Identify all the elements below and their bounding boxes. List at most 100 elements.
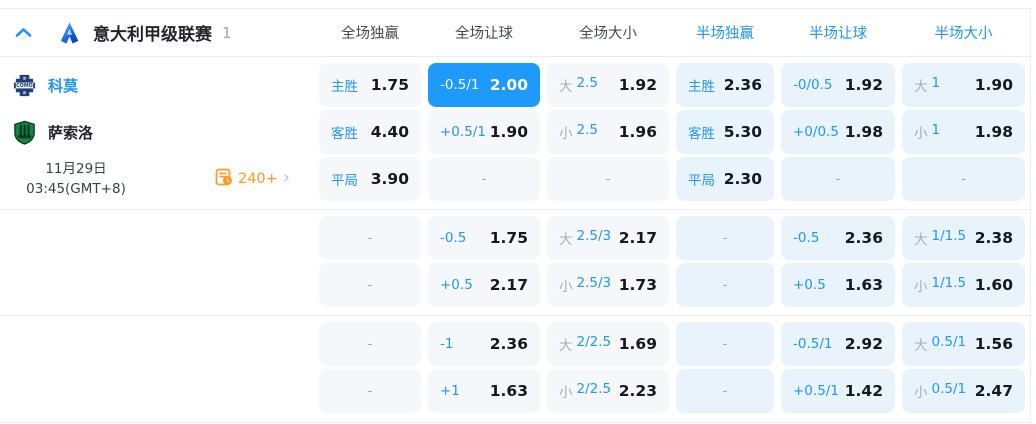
column-header-ht-overunder: 半场大小: [934, 26, 993, 42]
league-odds-panel: 意大利甲级联赛 1 全场独赢 全场让球 全场大小 半场独赢 半场让球 半场大小 …: [0, 8, 1031, 423]
odds-history-icon: [215, 168, 233, 190]
odds-cell[interactable]: +1 1.63: [428, 369, 540, 413]
odds-label-part: 0.5/1: [931, 334, 967, 350]
odds-cell[interactable]: 平局 3.90: [319, 157, 421, 201]
match-info-cell: 11月29日 03:45(GMT+8) 240+ ›: [0, 157, 312, 201]
odds-value: 1.42: [844, 382, 883, 400]
match-count: 1: [222, 23, 232, 42]
odds-cell-empty: -: [319, 369, 421, 413]
odds-cell[interactable]: 小 2.5 1.96: [547, 110, 669, 154]
odds-cell[interactable]: 大 1/1.5 2.38: [902, 216, 1025, 260]
odds-label: +0.5/1: [793, 383, 839, 399]
odds-cell[interactable]: 主胜 2.36: [676, 63, 774, 107]
odds-label-part: +0/0.5: [793, 124, 839, 140]
empty-left-cell: [0, 263, 312, 307]
no-odds-dash: -: [835, 171, 841, 187]
odds-label: 大 0.5/1: [914, 334, 966, 354]
empty-left-cell: [0, 216, 312, 260]
chevron-up-icon[interactable]: [15, 27, 32, 38]
odds-cell[interactable]: -0/0.5 1.92: [781, 63, 895, 107]
odds-label: -0/0.5: [793, 77, 832, 93]
odds-label-part: -0.5/1: [440, 77, 480, 93]
odds-label: 主胜: [688, 75, 715, 95]
odds-cell[interactable]: -0.5 1.75: [428, 216, 540, 260]
odds-label-part: -0.5: [440, 230, 467, 246]
home-team-name: 科莫: [48, 76, 79, 95]
odds-cell[interactable]: +0.5/1 1.42: [781, 369, 895, 413]
odds-cell[interactable]: +0.5 1.63: [781, 263, 895, 307]
odds-value: 2.23: [618, 382, 657, 400]
odds-label: -0.5/1: [440, 77, 479, 93]
odds-section: - -0.5 1.75 大 2.5/3 2.17- -0.5 2.36 大 1/1.5 2.38- +…: [0, 209, 1030, 315]
odds-cell[interactable]: 平局 2.30: [676, 157, 774, 201]
odds-cell[interactable]: 大 2.5 1.92: [547, 63, 669, 107]
odds-section: COMO 科莫 主胜 1.75 -0.5/1 2.00 大 2.5 1.92 主胜 2.36 -0/0…: [0, 57, 1030, 209]
odds-label-part: 主胜: [331, 79, 358, 95]
odds-label: 大 2.5: [559, 75, 598, 95]
odds-cell[interactable]: 小 1/1.5 1.60: [902, 263, 1025, 307]
odds-label-part: 1: [931, 75, 941, 91]
more-markets-button[interactable]: 240+ ›: [215, 168, 290, 190]
odds-value: 2.38: [974, 229, 1013, 247]
odds-cell[interactable]: -1 2.36: [428, 322, 540, 366]
no-odds-dash: -: [481, 171, 487, 187]
odds-cell[interactable]: 客胜 5.30: [676, 110, 774, 154]
odds-label-part: +0.5/1: [793, 383, 839, 399]
odds-label-part: +1: [440, 383, 460, 399]
odds-value: 1.92: [844, 76, 883, 94]
odds-cell[interactable]: 客胜 4.40: [319, 110, 421, 154]
odds-value: 2.17: [618, 229, 657, 247]
odds-cell[interactable]: +0.5/1 1.90: [428, 110, 540, 154]
odds-value: 1.69: [618, 335, 657, 353]
odds-label: +1: [440, 383, 460, 399]
odds-cell[interactable]: 小 2.5/3 1.73: [547, 263, 669, 307]
odds-label: +0.5/1: [440, 124, 486, 140]
odds-label-part: 小: [559, 279, 573, 295]
odds-cell[interactable]: 大 2.5/3 2.17: [547, 216, 669, 260]
odds-cell[interactable]: -0.5/1 2.92: [781, 322, 895, 366]
no-odds-dash: -: [367, 336, 373, 352]
odds-label-part: 小: [914, 385, 928, 401]
odds-label: 小 1/1.5: [914, 275, 966, 295]
odds-cell[interactable]: 主胜 1.75: [319, 63, 421, 107]
odds-label: -0.5/1: [793, 336, 832, 352]
odds-cell[interactable]: +0/0.5 1.98: [781, 110, 895, 154]
odds-cell[interactable]: 大 0.5/1 1.56: [902, 322, 1025, 366]
no-odds-dash: -: [367, 230, 373, 246]
odds-label-part: 2.5: [576, 75, 598, 91]
odds-cell[interactable]: -0.5 2.36: [781, 216, 895, 260]
odds-value: 4.40: [370, 123, 409, 141]
odds-cell-selected[interactable]: -0.5/1 2.00: [428, 63, 540, 107]
no-odds-dash: -: [722, 277, 728, 293]
odds-cell[interactable]: 小 2/2.5 2.23: [547, 369, 669, 413]
odds-cell[interactable]: 小 1 1.98: [902, 110, 1025, 154]
odds-cell-empty: -: [676, 369, 774, 413]
odds-label: -1: [440, 336, 453, 352]
column-header-ht-handicap: 半场让球: [809, 26, 867, 42]
odds-cell[interactable]: 小 0.5/1 2.47: [902, 369, 1025, 413]
odds-label-part: 大: [559, 338, 573, 354]
odds-value: 1.92: [618, 76, 657, 94]
odds-value: 1.56: [974, 335, 1013, 353]
away-team-name: 萨索洛: [48, 123, 94, 142]
odds-value: 1.90: [974, 76, 1013, 94]
odds-label-part: 1/1.5: [931, 275, 967, 291]
odds-cell[interactable]: +0.5 2.17: [428, 263, 540, 307]
league-title-area: 意大利甲级联赛 1: [0, 20, 312, 45]
odds-cell-empty: -: [547, 157, 669, 201]
odds-cell[interactable]: 大 1 1.90: [902, 63, 1025, 107]
odds-cell-empty: -: [781, 157, 895, 201]
team-row-home[interactable]: COMO 科莫: [0, 63, 312, 107]
league-header: 意大利甲级联赛 1 全场独赢 全场让球 全场大小 半场独赢 半场让球 半场大小: [0, 9, 1030, 57]
odds-value: 1.98: [844, 123, 883, 141]
team-row-away[interactable]: 萨索洛: [0, 110, 312, 154]
odds-cell-empty: -: [319, 322, 421, 366]
odds-value: 3.90: [370, 170, 409, 188]
como-crest-icon: COMO: [12, 73, 37, 98]
odds-value: 1.75: [489, 229, 528, 247]
odds-cell[interactable]: 大 2/2.5 1.69: [547, 322, 669, 366]
column-header-ft-overunder: 全场大小: [579, 26, 637, 42]
odds-label-part: 2.5: [576, 122, 598, 138]
